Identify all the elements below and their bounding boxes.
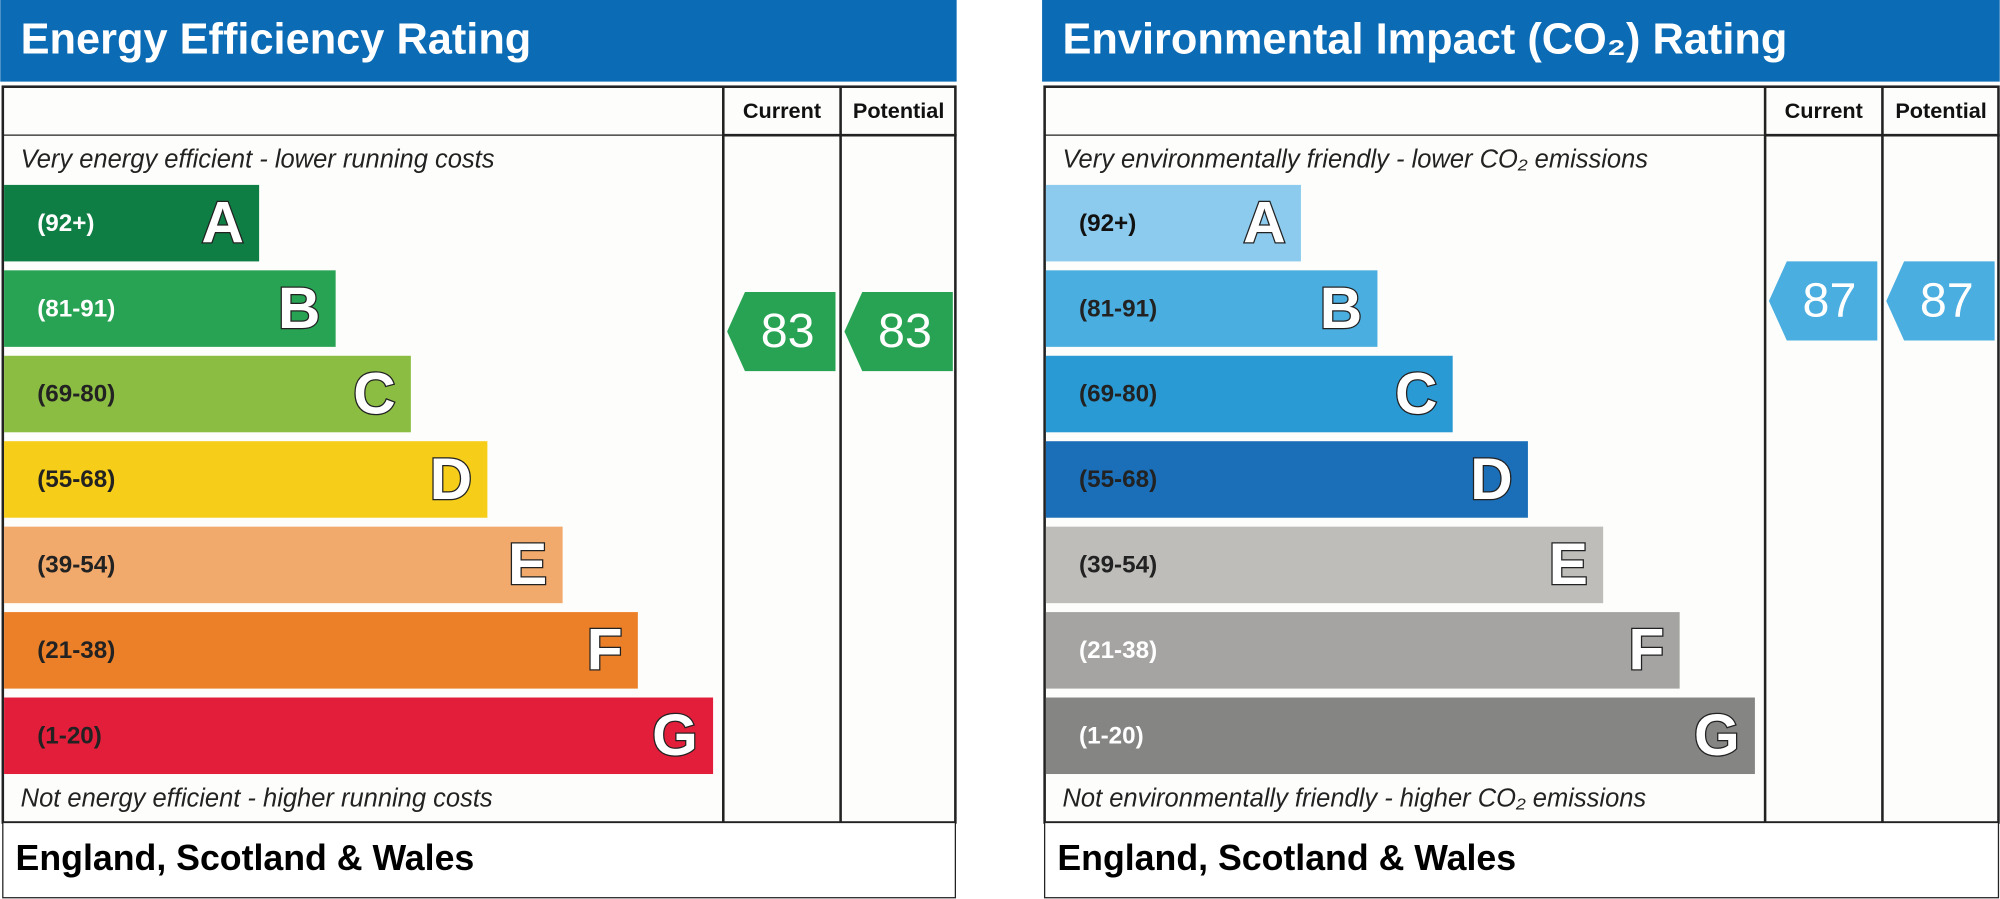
band-letter: G xyxy=(1694,703,1740,768)
rating-band xyxy=(4,184,260,262)
band-letter: A xyxy=(201,190,243,255)
band-range: (55-68) xyxy=(1079,466,1157,493)
panel-title: Environmental Impact (CO₂) Rating xyxy=(1062,16,1787,64)
footer-box xyxy=(1043,821,2000,899)
rating-band xyxy=(4,355,411,433)
band-letter: C xyxy=(1395,361,1437,426)
band-letter: D xyxy=(430,447,472,512)
rating-band xyxy=(4,526,563,604)
top-note: Very energy efficient - lower running co… xyxy=(21,145,495,173)
current-header: Current xyxy=(1785,98,1863,123)
panel-header xyxy=(0,0,957,82)
band-letter: G xyxy=(652,703,698,768)
rating-band xyxy=(1045,612,1680,689)
current-rating-value: 87 xyxy=(1803,273,1857,327)
band-range: (92+) xyxy=(37,210,94,237)
panel-title: Energy Efficiency Rating xyxy=(21,16,532,64)
rating-band xyxy=(4,697,714,775)
band-letter: A xyxy=(1243,190,1285,255)
band-range: (69-80) xyxy=(1079,381,1157,408)
band-letter: B xyxy=(1320,276,1362,341)
rating-band xyxy=(1045,441,1528,518)
current-rating-arrow xyxy=(1768,261,1878,341)
current-rating-value: 83 xyxy=(761,304,815,358)
potential-header: Potential xyxy=(1895,98,1986,123)
band-letter: D xyxy=(1470,447,1512,512)
footer: England, Scotland & Wales xyxy=(16,838,475,878)
rating-panel: Energy Efficiency Rating Current Potential… xyxy=(0,0,957,899)
band-range: (1-20) xyxy=(37,722,102,749)
rating-band xyxy=(1045,697,1755,775)
rating-band xyxy=(1045,526,1604,604)
rating-band xyxy=(4,612,638,689)
band-letter: E xyxy=(1549,532,1588,597)
rating-band xyxy=(1045,355,1453,433)
band-range: (81-91) xyxy=(1079,295,1157,322)
band-range: (69-80) xyxy=(37,381,115,408)
band-range: (21-38) xyxy=(37,637,115,664)
band-letter: F xyxy=(1629,618,1665,683)
top-note: Very environmentally friendly - lower CO… xyxy=(1062,145,1648,173)
bottom-note: Not environmentally friendly - higher CO… xyxy=(1062,784,1646,812)
band-range: (1-20) xyxy=(1079,722,1144,749)
band-range: (55-68) xyxy=(37,466,115,493)
rating-band xyxy=(4,441,488,518)
band-letter: E xyxy=(508,532,547,597)
potential-rating-arrow xyxy=(1886,261,1995,341)
band-range: (39-54) xyxy=(37,552,115,579)
band-range: (81-91) xyxy=(37,295,115,322)
rating-panel: Environmental Impact (CO₂) Rating Current… xyxy=(1042,0,2000,899)
band-range: (21-38) xyxy=(1079,637,1157,664)
band-letter: F xyxy=(587,618,623,683)
footer-box xyxy=(2,821,957,899)
current-header: Current xyxy=(743,98,821,123)
current-rating-arrow xyxy=(727,292,836,372)
footer: England, Scotland & Wales xyxy=(1057,838,1516,878)
panel-header xyxy=(1042,0,2000,82)
bottom-note: Not energy efficient - higher running co… xyxy=(21,784,493,812)
band-letter: B xyxy=(278,276,320,341)
rating-band xyxy=(4,270,336,347)
potential-rating-arrow xyxy=(844,292,953,372)
rating-band xyxy=(1045,184,1301,262)
band-range: (39-54) xyxy=(1079,552,1157,579)
potential-rating-value: 87 xyxy=(1920,273,1974,327)
potential-rating-value: 83 xyxy=(878,304,932,358)
band-range: (92+) xyxy=(1079,210,1136,237)
rating-band xyxy=(1045,270,1378,347)
band-letter: C xyxy=(353,361,395,426)
potential-header: Potential xyxy=(853,98,944,123)
